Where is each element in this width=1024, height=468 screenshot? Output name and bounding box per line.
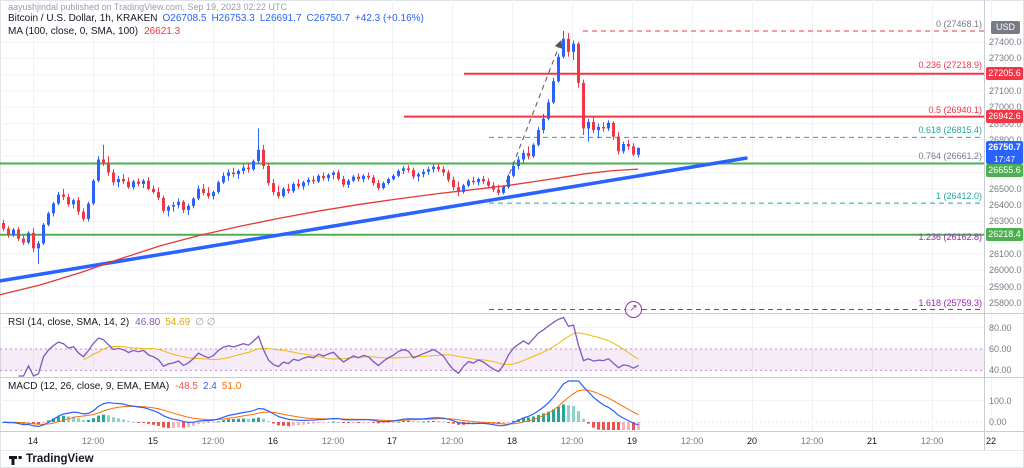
macd-value: 2.4 xyxy=(202,381,217,392)
tradingview-logo[interactable]: TradingView xyxy=(9,452,94,465)
price-axis-badge: 26750.7 17:47 xyxy=(986,140,1023,164)
price-axis-label: 25900.0 xyxy=(989,281,1022,292)
projection-arrow-icon[interactable]: ↗ xyxy=(625,300,642,318)
time-axis-label: 17 xyxy=(386,436,397,446)
time-axis-label: 12:00 xyxy=(680,436,704,446)
fib-level-label: 0.764 (26661.2) xyxy=(918,150,982,161)
rsi-legend[interactable]: RSI (14, close, SMA, 14, 2) 46.80 54.69 ∅ ∅ xyxy=(8,317,215,328)
ma-legend[interactable]: MA (100, close, 0, SMA, 100) 26621.3 xyxy=(8,26,180,37)
price-axis-label: 26800.0 xyxy=(989,134,1022,145)
time-axis-label: 12:00 xyxy=(800,436,824,446)
time-axis-label: 14 xyxy=(27,436,38,446)
currency-badge[interactable]: USD xyxy=(991,21,1021,34)
fib-level-label: 0.236 (27218.9) xyxy=(918,59,982,70)
time-axis-label: 12:00 xyxy=(321,436,345,446)
rsi-axis-label: 80.00 xyxy=(989,322,1012,333)
ma-label: MA (100, close, 0, SMA, 100) xyxy=(8,26,139,37)
symbol-legend[interactable]: Bitcoin / U.S. Dollar, 1h, KRAKEN O26708.… xyxy=(8,13,424,24)
macd-label: MACD (12, 26, close, 9, EMA, EMA) xyxy=(8,381,170,392)
fib-level-label: 1 (26412.0) xyxy=(935,191,982,202)
price-axis-label: 25800.0 xyxy=(989,297,1022,308)
price-axis-label: 26900.0 xyxy=(989,118,1022,129)
fib-level-label: 0 (27468.1) xyxy=(935,19,982,29)
tradingview-logo-text: TradingView xyxy=(26,452,94,465)
rsi-axis-label: 40.00 xyxy=(989,365,1012,376)
rsi-value: 46.80 xyxy=(135,317,161,328)
price-axis-label: 27100.0 xyxy=(989,86,1022,96)
time-axis-label: 16 xyxy=(267,436,278,446)
price-axis-label: 27300.0 xyxy=(989,53,1022,64)
ohlc-open: O26708.5 xyxy=(162,13,207,24)
symbol-title: Bitcoin / U.S. Dollar, 1h, KRAKEN xyxy=(8,13,158,24)
rsi-axis-label: 60.00 xyxy=(989,343,1012,354)
ohlc-change: +42.3 (+0.16%) xyxy=(354,13,424,24)
time-axis-label: 12:00 xyxy=(201,436,225,446)
fib-level-label: 1.236 (26162.8) xyxy=(918,231,982,242)
ohlc-high: H26753.3 xyxy=(211,13,255,24)
time-axis-label: 12:00 xyxy=(560,436,584,446)
attribution-text: aayushjindal published on TradingView.co… xyxy=(8,2,288,12)
macd-signal-value: 51.0 xyxy=(221,381,242,392)
macd-axis-label: 100.0 xyxy=(989,395,1012,406)
price-axis-label: 27400.0 xyxy=(989,37,1022,48)
time-axis-label: 20 xyxy=(746,436,757,446)
rsi-ma-value: 54.69 xyxy=(165,317,191,328)
ohlc-low: L26691.7 xyxy=(259,13,302,24)
macd-legend[interactable]: MACD (12, 26, close, 9, EMA, EMA) -48.5 2.… xyxy=(8,381,241,392)
price-axis-badge: 26942.6 xyxy=(986,109,1023,123)
time-axis-label: 12:00 xyxy=(920,436,944,446)
candlesticks-layer xyxy=(2,31,640,264)
price-axis-label: 26100.0 xyxy=(989,249,1022,259)
fib-level-label: 1.618 (25759.3) xyxy=(918,297,982,308)
time-axis-label: 22 xyxy=(985,436,996,446)
tradingview-logo-icon xyxy=(9,456,22,465)
price-axis-badge: 27205.6 xyxy=(986,66,1023,80)
time-axis-label: 21 xyxy=(866,436,877,446)
ma-value: 26621.3 xyxy=(144,26,181,37)
price-axis-badge: 26218.4 xyxy=(986,227,1023,241)
rsi-hidden-values: ∅ ∅ xyxy=(195,317,216,328)
ohlc-close: C26750.7 xyxy=(306,13,350,24)
price-axis-label: 27000.0 xyxy=(989,102,1022,113)
fib-level-label: 0.618 (26815.4) xyxy=(918,125,982,136)
time-axis-label: 12:00 xyxy=(440,436,464,446)
time-axis-label: 15 xyxy=(147,436,158,446)
rsi-label: RSI (14, close, SMA, 14, 2) xyxy=(8,317,130,328)
macd-hist-value: -48.5 xyxy=(175,381,198,392)
bar-countdown: 17:47 xyxy=(993,153,1016,164)
time-axis-label: 12:00 xyxy=(81,436,105,446)
price-axis-label: 26500.0 xyxy=(989,183,1022,194)
price-axis-label: 26400.0 xyxy=(989,200,1022,211)
time-axis-label: 18 xyxy=(506,436,517,446)
fib-level-label: 0.5 (26940.1) xyxy=(928,105,982,116)
price-axis-label: 26300.0 xyxy=(989,216,1022,227)
price-axis-badge: 26655.6 xyxy=(986,164,1023,178)
time-axis-label: 19 xyxy=(626,436,637,446)
macd-axis-label: 0.00 xyxy=(989,417,1007,427)
price-axis-label: 26000.0 xyxy=(989,265,1022,276)
